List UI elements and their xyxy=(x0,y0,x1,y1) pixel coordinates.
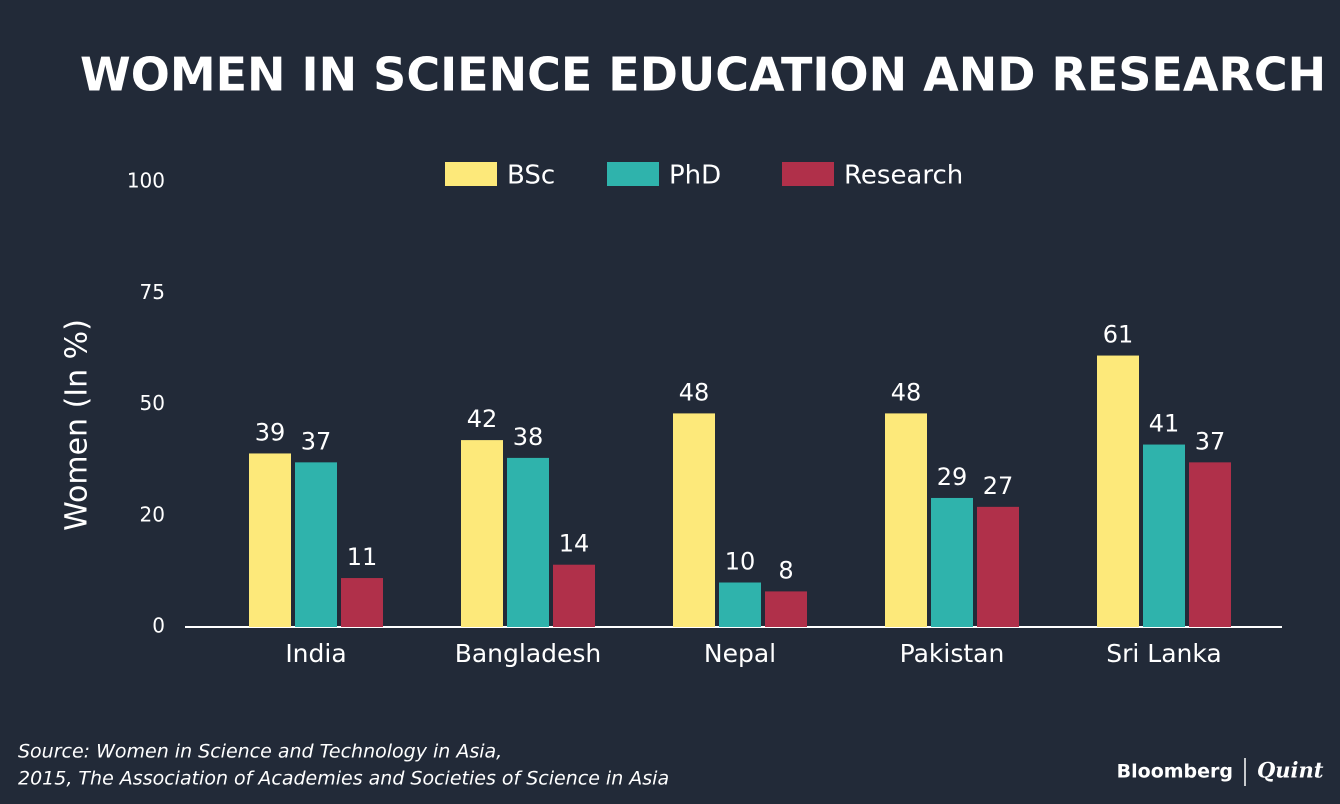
y-axis-title: Women (In %) xyxy=(60,319,95,531)
bar xyxy=(885,413,927,627)
x-tick-label: Pakistan xyxy=(900,639,1005,668)
y-tick-label: 20 xyxy=(140,502,165,526)
bar xyxy=(977,506,1019,627)
bar xyxy=(719,582,761,627)
x-tick-label: Nepal xyxy=(704,639,776,668)
value-label: 48 xyxy=(891,378,922,406)
bar xyxy=(673,413,715,627)
value-label: 38 xyxy=(513,423,544,451)
value-label: 48 xyxy=(679,378,710,406)
x-tick-label: Sri Lanka xyxy=(1106,639,1222,668)
value-label: 27 xyxy=(983,472,1014,500)
bar xyxy=(341,578,383,627)
value-label: 39 xyxy=(255,418,286,446)
value-label: 37 xyxy=(1195,427,1226,455)
bar xyxy=(295,462,337,627)
value-label: 29 xyxy=(937,463,968,491)
bar xyxy=(507,457,549,627)
source-line: 2015, The Association of Academies and S… xyxy=(18,768,669,790)
bar xyxy=(461,440,503,627)
y-tick-label: 0 xyxy=(152,614,165,638)
legend-swatch xyxy=(607,162,659,186)
y-tick-label: 50 xyxy=(140,391,165,415)
value-label: 37 xyxy=(301,427,332,455)
value-label: 11 xyxy=(347,543,378,571)
bar xyxy=(765,591,807,627)
value-label: 61 xyxy=(1103,321,1134,349)
source-line: Source: Women in Science and Technology … xyxy=(18,741,502,763)
brand-logo: Quint xyxy=(1257,758,1324,783)
value-label: 14 xyxy=(559,530,590,558)
y-tick-label: 75 xyxy=(140,280,165,304)
bar xyxy=(553,564,595,627)
bar xyxy=(931,497,973,627)
value-label: 8 xyxy=(778,556,793,584)
x-tick-label: Bangladesh xyxy=(455,639,602,668)
value-label: 10 xyxy=(725,548,756,576)
bar xyxy=(1189,462,1231,627)
chart-title: WOMEN IN SCIENCE EDUCATION AND RESEARCH xyxy=(80,48,1326,102)
legend-label: BSc xyxy=(507,161,555,191)
value-label: 41 xyxy=(1149,410,1180,438)
legend-label: PhD xyxy=(669,161,721,191)
bar xyxy=(1143,444,1185,627)
brand-logo: Bloomberg xyxy=(1117,761,1233,783)
legend-swatch xyxy=(445,162,497,186)
legend-swatch xyxy=(782,162,834,186)
y-tick-label: 100 xyxy=(127,169,165,193)
bar xyxy=(249,453,291,627)
value-label: 42 xyxy=(467,405,498,433)
x-tick-label: India xyxy=(285,639,346,668)
bar xyxy=(1097,355,1139,627)
legend-label: Research xyxy=(844,161,963,191)
